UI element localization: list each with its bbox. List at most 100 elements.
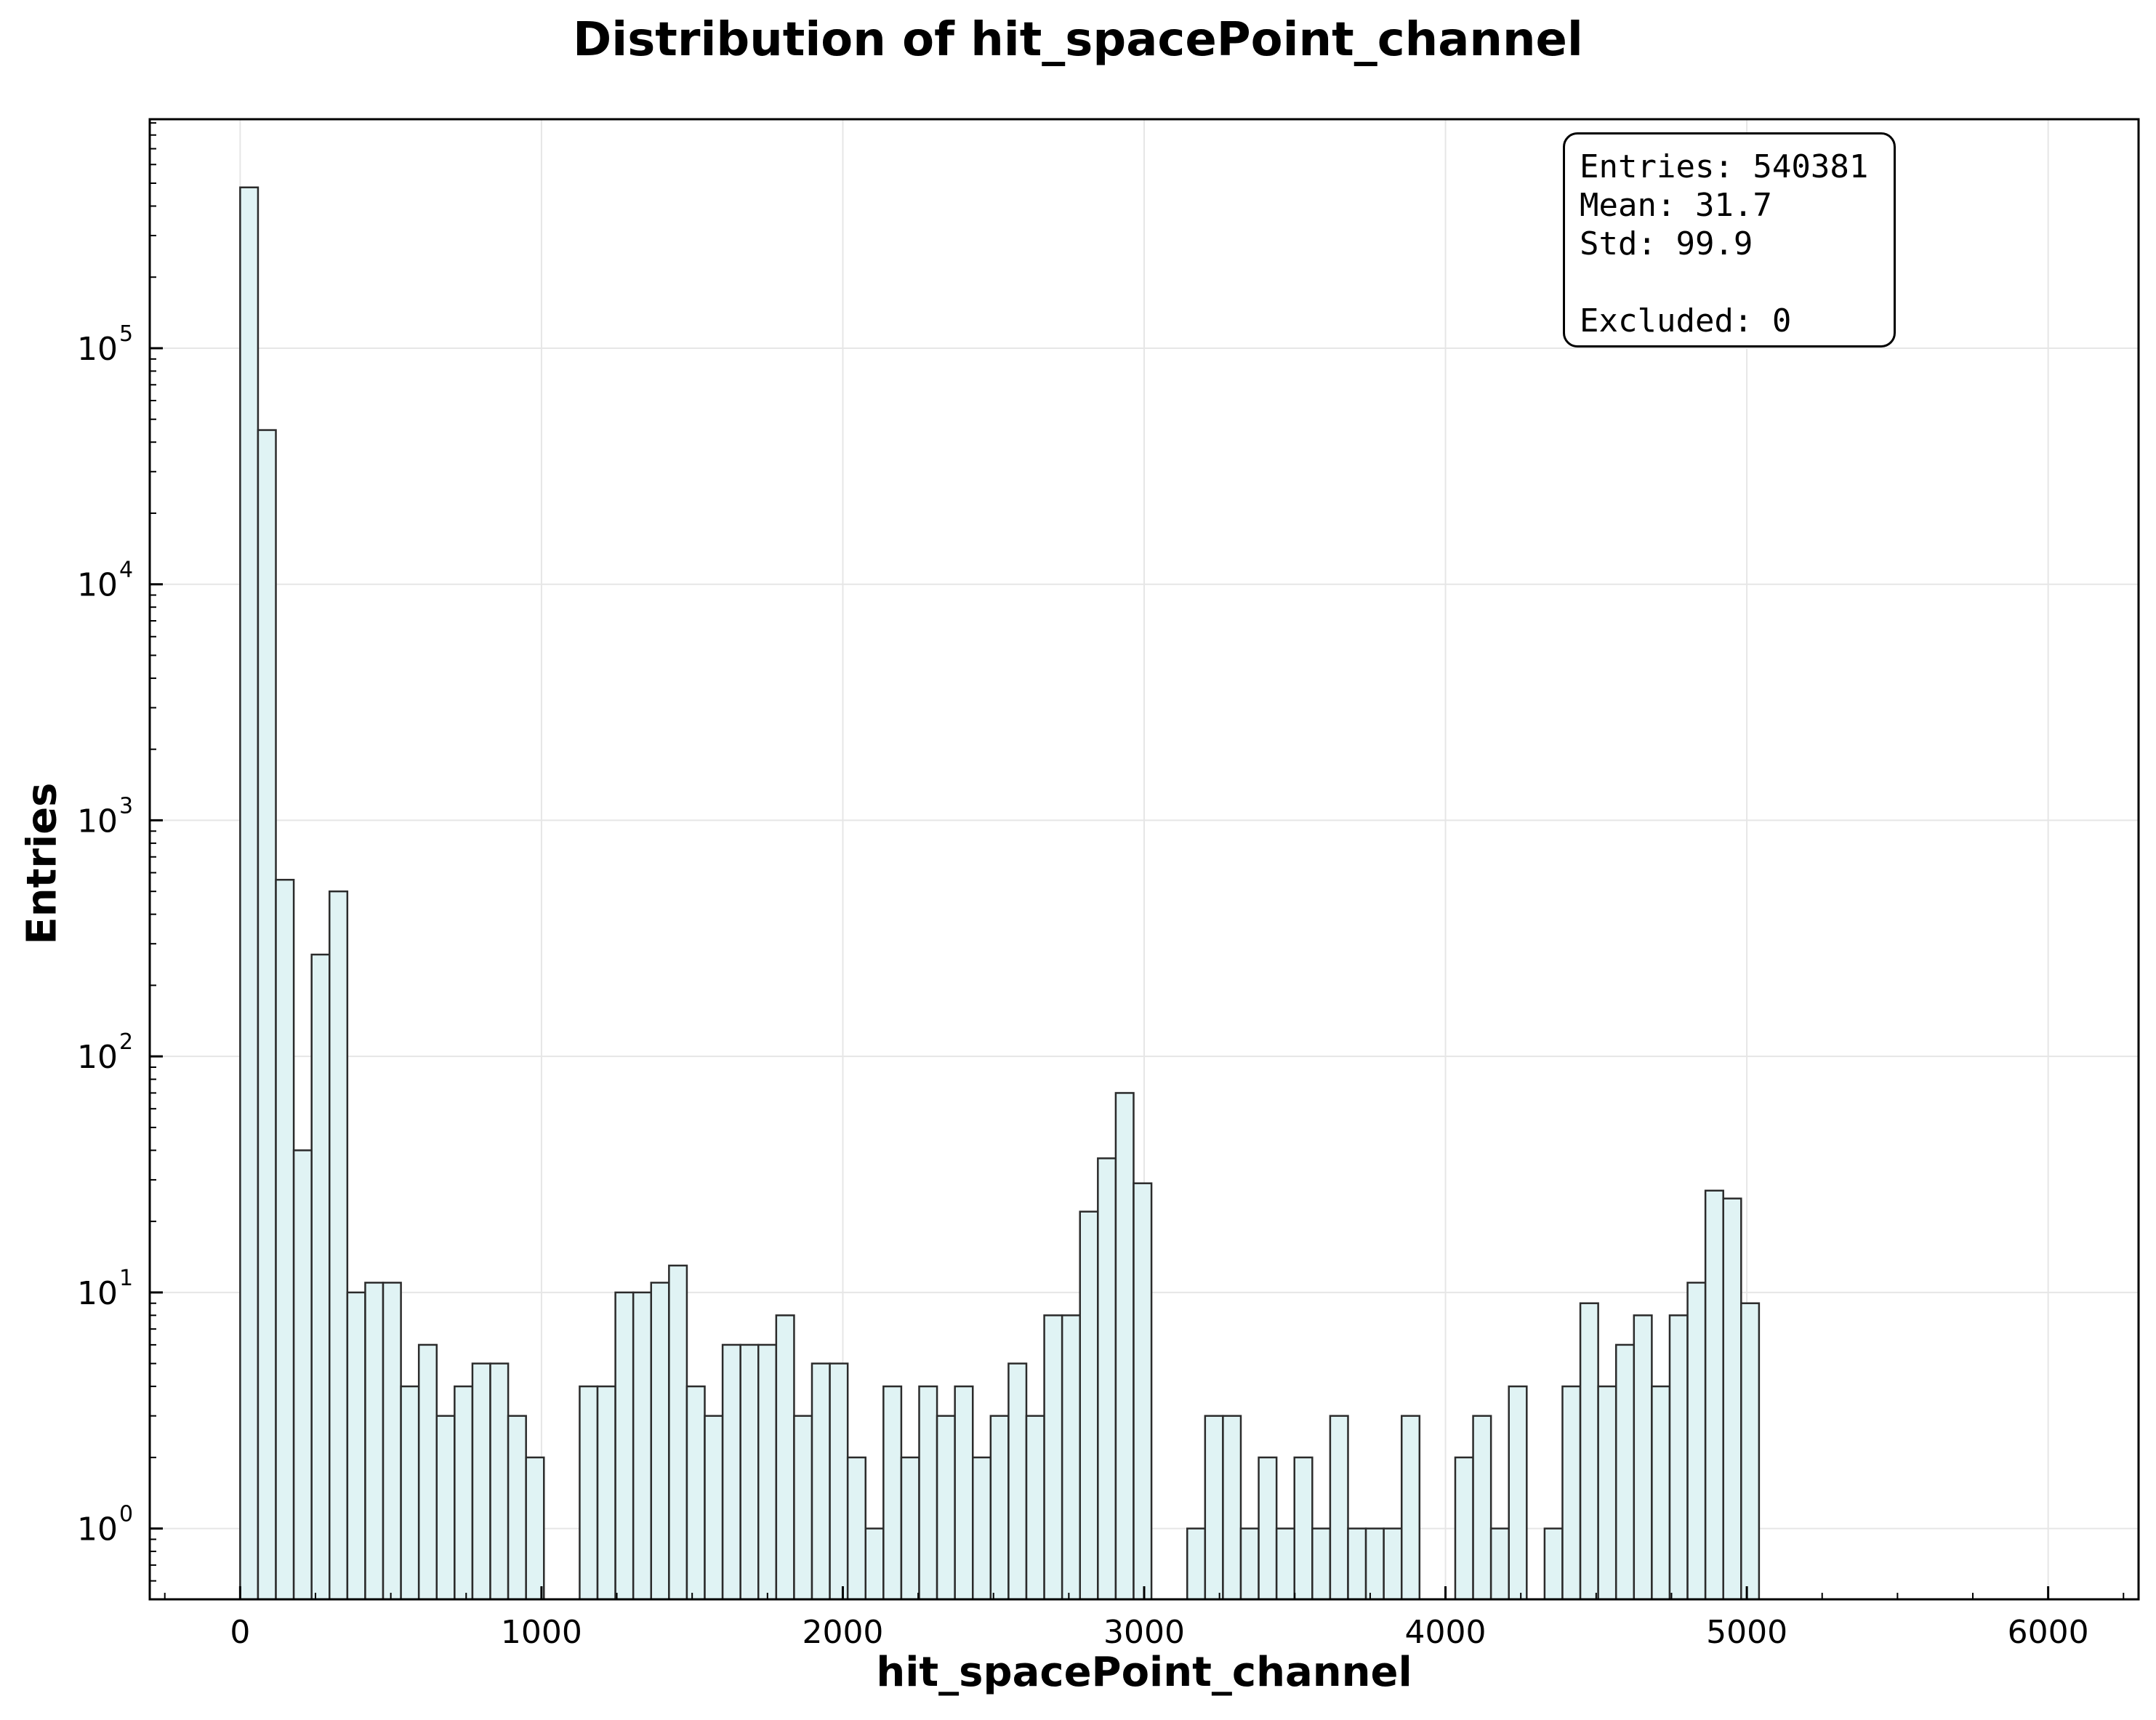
histogram-bar: [1579, 1302, 1599, 1601]
stats-entries: Entries: 540381: [1580, 148, 1869, 185]
histogram-bar: [1293, 1456, 1314, 1601]
y-tick-label: 10: [77, 1511, 118, 1548]
histogram-bar: [1740, 1302, 1761, 1601]
x-tick-label: 1000: [501, 1614, 582, 1651]
histogram-bar: [1347, 1527, 1367, 1601]
histogram-bar: [900, 1456, 920, 1601]
stats-std: Std: 99.9: [1580, 225, 1753, 262]
histogram-bar: [1204, 1415, 1224, 1601]
histogram-bar: [1007, 1362, 1028, 1601]
histogram-bar: [864, 1527, 885, 1601]
y-tick-exponent: 1: [119, 1266, 133, 1291]
histogram-bar: [936, 1415, 956, 1601]
histogram-bar: [685, 1385, 706, 1601]
histogram-bar: [1400, 1415, 1421, 1601]
histogram-bar: [810, 1362, 831, 1601]
histogram-bar: [1704, 1189, 1724, 1601]
histogram-bar: [918, 1385, 938, 1601]
histogram-bar: [1043, 1314, 1063, 1601]
histogram-bar: [1061, 1314, 1081, 1601]
x-tick-label: 5000: [1706, 1614, 1787, 1651]
chart-title: Distribution of hit_spacePoint_channel: [573, 13, 1583, 67]
histogram-bar: [1097, 1157, 1117, 1601]
histogram-bar: [1311, 1527, 1332, 1601]
stats-box: Entries: 540381 Mean: 31.7 Std: 99.9 Exc…: [1563, 132, 1896, 347]
histogram-bar: [1133, 1182, 1153, 1601]
histogram-bar: [1472, 1415, 1492, 1601]
x-tick-label: 2000: [802, 1614, 883, 1651]
histogram-bar: [1364, 1527, 1385, 1601]
histogram-bar: [971, 1456, 992, 1601]
stats-spacer: [1580, 263, 1894, 302]
histogram-bars: [239, 186, 1761, 1601]
histogram-bar: [525, 1456, 545, 1601]
histogram-bar: [239, 186, 260, 1601]
histogram-bar: [417, 1343, 438, 1601]
histogram-bar: [596, 1385, 616, 1601]
histogram-bar: [668, 1264, 688, 1601]
histogram-bar: [507, 1415, 527, 1601]
histogram-bar: [454, 1385, 474, 1601]
histogram-bar: [364, 1282, 385, 1601]
histogram-bar: [435, 1415, 456, 1601]
histogram-bar: [1597, 1385, 1617, 1601]
histogram-bar: [954, 1385, 974, 1601]
y-tick-label: 10: [77, 803, 118, 840]
histogram-bar: [829, 1362, 849, 1601]
histogram-bar: [1543, 1527, 1564, 1601]
histogram-bar: [1275, 1527, 1295, 1601]
histogram-bar: [400, 1385, 420, 1601]
y-tick-exponent: 4: [119, 558, 133, 583]
histogram-bar: [739, 1343, 760, 1601]
y-tick-label: 10: [77, 331, 118, 368]
histogram-bar: [650, 1282, 670, 1601]
stats-excluded: Excluded: 0: [1580, 302, 1792, 339]
y-tick-exponent: 2: [119, 1029, 133, 1055]
y-tick-label: 10: [77, 1039, 118, 1076]
histogram-bar: [1454, 1456, 1474, 1601]
histogram-bar: [775, 1314, 795, 1601]
stats-mean: Mean: 31.7: [1580, 187, 1772, 224]
histogram-bar: [1383, 1527, 1403, 1601]
y-tick-label: 10: [77, 1275, 118, 1312]
histogram-bar: [579, 1385, 599, 1601]
histogram-bar: [1329, 1415, 1349, 1601]
histogram-bar: [1258, 1456, 1278, 1601]
histogram-bar: [1079, 1210, 1099, 1601]
histogram-bar: [1561, 1385, 1582, 1601]
histogram-bar: [257, 429, 277, 1601]
histogram-bar: [704, 1415, 724, 1601]
histogram-bar: [1114, 1092, 1135, 1601]
histogram-bar: [721, 1343, 741, 1601]
histogram-bar: [275, 878, 295, 1601]
histogram-bar: [489, 1362, 510, 1601]
histogram-bar: [1722, 1197, 1742, 1601]
histogram-bar: [1614, 1343, 1636, 1601]
y-axis-label: Entries: [18, 782, 66, 945]
histogram-bar: [1668, 1314, 1689, 1601]
x-tick-label: 0: [230, 1614, 250, 1651]
histogram-bar: [1186, 1527, 1207, 1601]
y-tick-exponent: 0: [119, 1502, 133, 1527]
histogram-bar: [1633, 1314, 1653, 1601]
y-tick-exponent: 3: [119, 793, 133, 819]
y-tick-label: 10: [77, 567, 118, 604]
y-tick-exponent: 5: [119, 321, 133, 347]
histogram-bar: [310, 953, 331, 1601]
histogram-bar: [614, 1291, 635, 1601]
histogram-bar: [1239, 1527, 1260, 1601]
histogram-bar: [632, 1291, 653, 1601]
histogram-bar: [382, 1282, 402, 1601]
histogram-bar: [329, 890, 349, 1601]
x-tick-label: 6000: [2008, 1614, 2089, 1651]
histogram-bar: [1025, 1415, 1045, 1601]
x-axis-label: hit_spacePoint_channel: [876, 1649, 1412, 1696]
x-tick-label: 3000: [1103, 1614, 1185, 1651]
plot-frame: [148, 118, 2140, 1601]
histogram-bar: [846, 1456, 867, 1601]
histogram-bar: [1489, 1527, 1510, 1601]
histogram-bar: [1508, 1385, 1528, 1601]
histogram-bar: [1651, 1385, 1671, 1601]
histogram-bar: [1686, 1282, 1707, 1601]
histogram-bar: [346, 1291, 366, 1601]
